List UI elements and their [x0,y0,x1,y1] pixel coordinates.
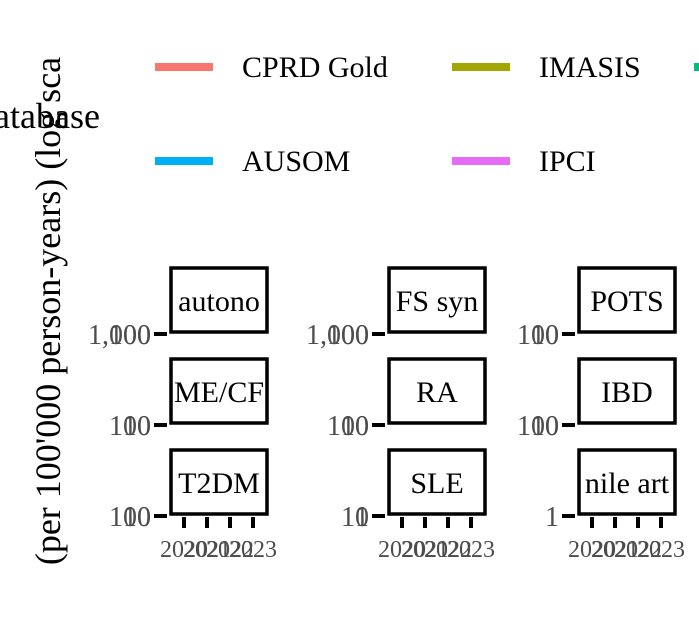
y-tick-label-5-1: 1 [355,502,369,533]
legend-label-4: IPCI [539,145,596,178]
x-tick-label-8-0: 2020 [568,537,616,563]
x-tick-label-2-3: 2023 [229,537,277,563]
facet-strip-2 [169,448,269,516]
y-tick-label-2-1: 10 [123,502,151,533]
legend-swatch-point-4 [478,158,484,164]
y-tick-label-6-1: 10 [531,320,559,351]
legend-title: atabase [0,96,100,136]
y-tick-label-3-1: 100 [327,320,369,351]
y-tick-label-4-1: 10 [341,411,369,442]
legend-swatch-point-0 [181,64,187,70]
facet-strip-label-4: RA [416,376,458,409]
legend-label-1: IMASIS [539,51,641,84]
facet-strip-8 [577,448,677,516]
facet-strip-label-0: autono [178,285,260,318]
x-tick-label-2-0: 2020 [160,537,208,563]
y-tick-label-6-0: 100 [517,320,559,351]
facet-strip-1 [169,357,269,425]
x-tick-label-5-0: 2020 [378,537,426,563]
x-tick-label-5-2: 2022 [424,537,472,563]
y-tick-label-1-1: 10 [123,411,151,442]
y-tick-label-7-0: 100 [517,411,559,442]
x-tick-label-2-1: 2021 [183,537,231,563]
y-tick-label-0-0: 1,000 [88,320,151,351]
facet-strip-label-2: T2DM [178,467,260,500]
y-tick-label-8-0: 1 [545,502,559,533]
facet-strip-4 [387,357,487,425]
facet-strip-label-5: SLE [410,467,463,500]
x-tick-label-5-1: 2021 [401,537,449,563]
y-axis-title: (per 100'000 person-years) (log sca [28,57,68,565]
y-tick-label-3-0: 1,000 [306,320,369,351]
x-tick-label-2-2: 2022 [206,537,254,563]
facet-strip-3 [387,266,487,334]
x-tick-label-8-2: 2022 [614,537,662,563]
facet-strip-label-7: IBD [601,376,653,409]
y-tick-label-5-0: 10 [341,502,369,533]
y-tick-label-2-0: 100 [109,502,151,533]
facet-strip-7 [577,357,677,425]
x-tick-label-8-1: 2021 [591,537,639,563]
facet-strip-0 [169,266,269,334]
facet-strip-label-6: POTS [590,285,663,318]
facet-strip-label-1: ME/CF [174,376,264,409]
facet-strip-5 [387,448,487,516]
facet-strip-label-8: nile art [585,467,670,500]
legend-label-0: CPRD Gold [242,51,388,84]
y-tick-label-4-0: 100 [327,411,369,442]
x-tick-label-5-3: 2023 [447,537,495,563]
legend-swatch-point-1 [478,64,484,70]
facet-strip-6 [577,266,677,334]
y-tick-label-1-0: 100 [109,411,151,442]
legend-swatch-point-3 [181,158,187,164]
y-tick-label-0-1: 100 [109,320,151,351]
legend-label-3: AUSOM [242,145,350,178]
x-tick-label-8-3: 2023 [637,537,685,563]
facet-strip-label-3: FS syn [396,285,479,318]
y-tick-label-7-1: 10 [531,411,559,442]
